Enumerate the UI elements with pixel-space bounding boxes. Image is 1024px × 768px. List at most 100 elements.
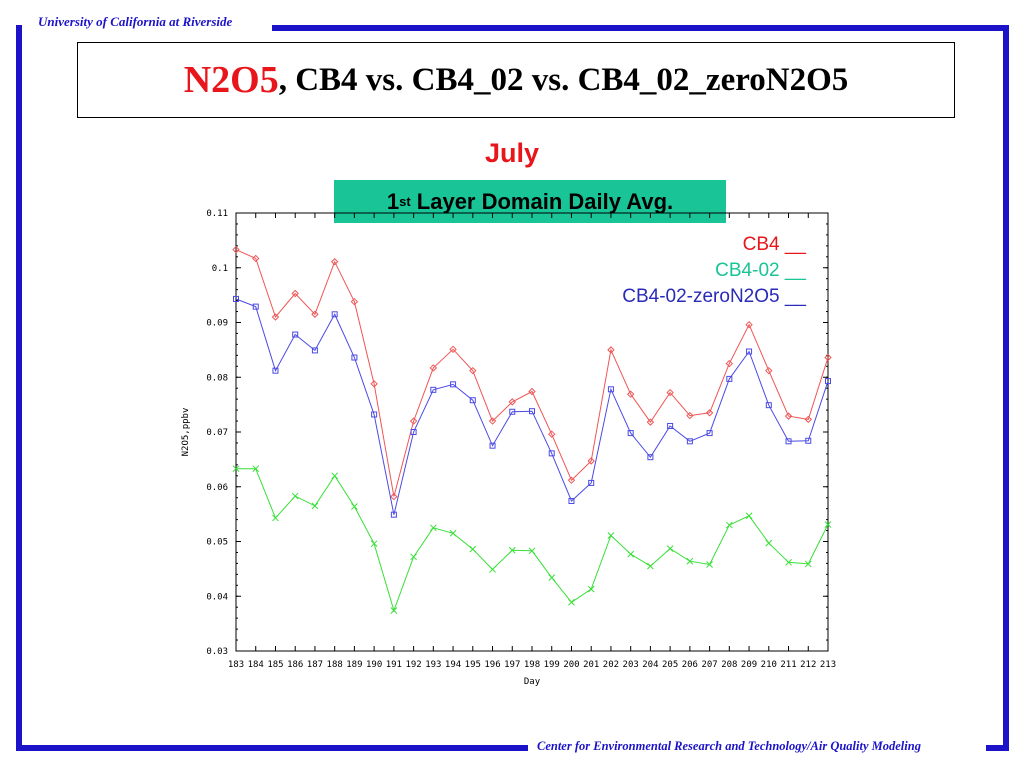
data-point bbox=[607, 346, 615, 354]
data-point bbox=[568, 598, 575, 606]
data-point bbox=[725, 521, 733, 529]
month-label: July bbox=[484, 138, 540, 168]
subtitle-ordinal: st bbox=[399, 194, 411, 209]
x-tick-label: 207 bbox=[701, 660, 717, 670]
data-point bbox=[548, 450, 555, 457]
data-point bbox=[804, 415, 812, 424]
x-tick-label: 204 bbox=[642, 660, 658, 670]
x-tick-label: 208 bbox=[721, 660, 737, 670]
series-0 bbox=[232, 245, 832, 501]
x-tick-label: 202 bbox=[603, 660, 619, 670]
x-tick-label: 196 bbox=[484, 660, 500, 670]
data-point bbox=[272, 514, 279, 522]
x-tick-label: 206 bbox=[682, 660, 698, 670]
data-point bbox=[508, 398, 516, 406]
data-point bbox=[587, 585, 595, 593]
data-point bbox=[430, 386, 437, 393]
x-tick-label: 211 bbox=[780, 660, 796, 670]
data-point bbox=[450, 381, 457, 388]
x-tick-label: 184 bbox=[248, 660, 264, 670]
data-point bbox=[765, 366, 773, 375]
data-point bbox=[588, 479, 595, 486]
data-point bbox=[351, 503, 358, 510]
data-point bbox=[745, 512, 753, 520]
slide-footer: Center for Environmental Research and Te… bbox=[537, 739, 921, 753]
data-point bbox=[647, 454, 654, 461]
data-point bbox=[252, 303, 259, 310]
title-species: N2O5 bbox=[183, 59, 279, 101]
chart-legend: CB4 __ CB4-02 __ CB4-02-zeroN2O5 __ bbox=[622, 232, 806, 310]
title-comparison: , CB4 vs. CB4_02 vs. CB4_02_zeroN2O5 bbox=[278, 61, 849, 98]
data-point bbox=[804, 560, 812, 568]
data-point bbox=[311, 310, 319, 318]
y-axis-label: N2O5,ppbv bbox=[181, 408, 191, 457]
data-point bbox=[548, 574, 556, 581]
legend-entry-cb4-02-zeron2o5: CB4-02-zeroN2O5 __ bbox=[622, 286, 806, 307]
data-point bbox=[371, 411, 378, 418]
data-point bbox=[291, 289, 299, 298]
x-tick-label: 199 bbox=[544, 660, 560, 670]
x-tick-label: 183 bbox=[228, 660, 244, 670]
x-tick-label: 189 bbox=[346, 660, 362, 670]
legend-entry-cb4: CB4 __ bbox=[742, 234, 806, 255]
data-point bbox=[330, 258, 339, 266]
x-tick-label: 190 bbox=[366, 660, 382, 670]
data-point bbox=[587, 457, 595, 465]
data-point bbox=[232, 465, 240, 473]
data-point bbox=[646, 418, 655, 426]
chart-axes: 0.03 0.04 0.05 0.06 0.07 0.08 0.09 0.1 0.11 183 18… bbox=[206, 209, 836, 670]
data-point bbox=[429, 524, 437, 532]
x-tick-label: 210 bbox=[761, 660, 777, 670]
data-point bbox=[508, 546, 516, 554]
x-tick-label: 201 bbox=[583, 660, 599, 670]
data-point bbox=[370, 380, 378, 388]
data-point bbox=[469, 366, 477, 375]
subtitle-number: 1 bbox=[386, 188, 400, 214]
data-point bbox=[528, 547, 536, 555]
y-tick-label: 0.06 bbox=[206, 483, 228, 493]
y-tick-label: 0.11 bbox=[206, 209, 228, 219]
y-tick-label: 0.08 bbox=[206, 373, 228, 383]
data-point bbox=[607, 386, 614, 393]
x-tick-label: 205 bbox=[662, 660, 678, 670]
data-point bbox=[626, 390, 635, 398]
data-point bbox=[291, 492, 299, 500]
data-point bbox=[784, 412, 793, 420]
data-point bbox=[686, 411, 694, 420]
y-tick-label: 0.09 bbox=[206, 319, 228, 329]
frame-top-bar bbox=[272, 25, 1009, 31]
data-point bbox=[449, 529, 457, 537]
data-point bbox=[410, 553, 417, 561]
data-point bbox=[390, 607, 398, 614]
data-point bbox=[252, 465, 260, 473]
frame-left-bar bbox=[16, 25, 22, 751]
data-point bbox=[567, 476, 576, 484]
data-point bbox=[647, 562, 654, 570]
data-point bbox=[311, 347, 318, 354]
frame-right-bar bbox=[1003, 25, 1009, 751]
series-line bbox=[235, 298, 829, 515]
y-tick-label: 0.04 bbox=[206, 592, 228, 602]
x-tick-label: 203 bbox=[623, 660, 639, 670]
data-point bbox=[271, 313, 280, 321]
data-point bbox=[706, 561, 713, 568]
x-tick-label: 185 bbox=[267, 660, 283, 670]
title-box: N2O5, CB4 vs. CB4_02 vs. CB4_02_zeroN2O5 bbox=[77, 42, 955, 118]
data-point bbox=[824, 353, 832, 362]
data-point bbox=[489, 442, 496, 449]
data-point bbox=[627, 430, 634, 437]
x-tick-label: 197 bbox=[504, 660, 520, 670]
y-tick-label: 0.07 bbox=[206, 428, 228, 438]
x-tick-label: 191 bbox=[386, 660, 402, 670]
data-point bbox=[429, 364, 438, 372]
data-point bbox=[292, 331, 299, 338]
legend-entry-cb4-02: CB4-02 __ bbox=[715, 260, 806, 281]
data-point bbox=[449, 345, 457, 354]
data-point bbox=[725, 359, 734, 368]
data-point bbox=[548, 430, 556, 438]
x-tick-label: 212 bbox=[800, 660, 816, 670]
data-point bbox=[765, 539, 773, 547]
slide-header: University of California at Riverside bbox=[38, 14, 233, 29]
y-tick-label: 0.1 bbox=[212, 264, 228, 274]
